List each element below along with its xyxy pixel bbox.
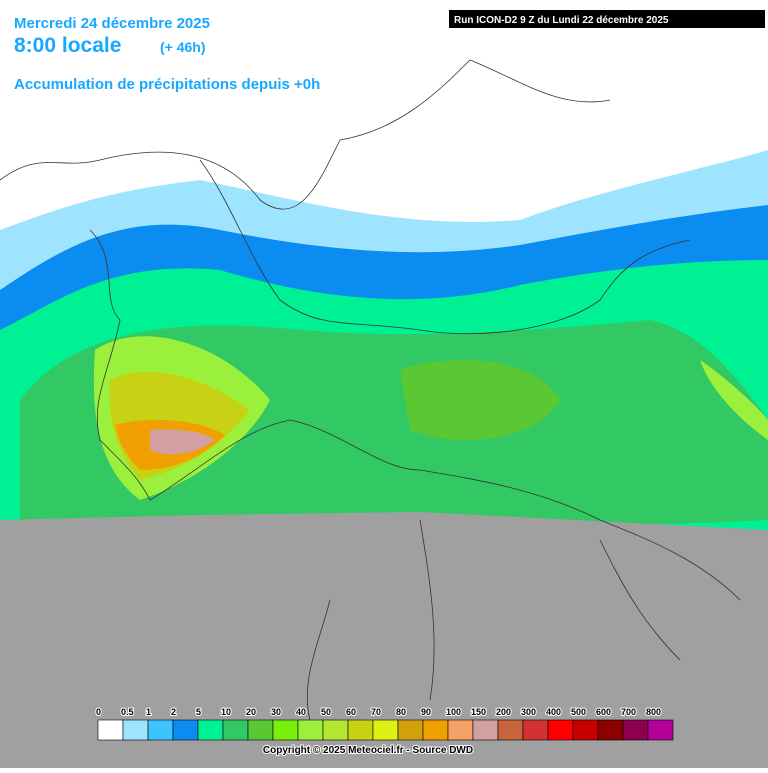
area-green-dark xyxy=(400,360,560,440)
legend-swatch xyxy=(497,719,524,741)
legend-label: 400 xyxy=(546,707,561,717)
offset: (+ 46h) xyxy=(160,39,206,55)
legend-label: 0.5 xyxy=(121,707,134,717)
legend-swatch xyxy=(322,719,349,741)
legend-swatch xyxy=(197,719,224,741)
legend-label: 5 xyxy=(196,707,201,717)
borders xyxy=(0,59,741,721)
legend-swatch xyxy=(547,719,574,741)
legend-label: 50 xyxy=(321,707,331,717)
legend-label: 600 xyxy=(596,707,611,717)
legend-swatch xyxy=(247,719,274,741)
legend-label: 10 xyxy=(221,707,231,717)
area-pink xyxy=(150,429,215,455)
legend-label: 200 xyxy=(496,707,511,717)
legend-label: 150 xyxy=(471,707,486,717)
copyright: Copyright © 2025 Meteociel.fr - Source D… xyxy=(263,745,473,756)
legend-label: 70 xyxy=(371,707,381,717)
legend: 0 0.5 1 2 5 10 20 30 40 50 60 70 80 90 100 150 200 300 400… xyxy=(95,706,674,741)
legend-swatch xyxy=(597,719,624,741)
legend-label: 30 xyxy=(271,707,281,717)
legend-swatch xyxy=(522,719,549,741)
border xyxy=(199,159,691,335)
legend-label: 1 xyxy=(146,707,151,717)
time: 8:00 locale xyxy=(14,34,121,57)
legend-swatch xyxy=(372,719,399,741)
border xyxy=(306,519,681,721)
area-coast xyxy=(700,360,768,440)
run-label: Run ICON-D2 9 Z du Lundi 22 décembre 202… xyxy=(454,15,669,26)
legend-label: 60 xyxy=(346,707,356,717)
legend-label: 20 xyxy=(246,707,256,717)
legend-label: 80 xyxy=(396,707,406,717)
legend-label: 2 xyxy=(171,707,176,717)
border xyxy=(0,59,611,210)
legend-label: 0 xyxy=(96,707,101,717)
legend-swatch xyxy=(122,719,149,741)
area-no-data xyxy=(0,512,768,768)
legend-swatch xyxy=(272,719,299,741)
legend-label: 700 xyxy=(621,707,636,717)
legend-swatch xyxy=(297,719,324,741)
legend-swatch xyxy=(397,719,424,741)
legend-swatch xyxy=(447,719,474,741)
coast xyxy=(149,419,741,601)
legend-label: 100 xyxy=(446,707,461,717)
run-box xyxy=(449,10,765,28)
legend-swatch xyxy=(172,719,199,741)
legend-swatch xyxy=(647,719,674,741)
legend-label: 800 xyxy=(646,707,661,717)
legend-label: 500 xyxy=(571,707,586,717)
legend-label: 90 xyxy=(421,707,431,717)
legend-swatch xyxy=(222,719,249,741)
border xyxy=(89,229,151,501)
date: Mercredi 24 décembre 2025 xyxy=(14,15,210,32)
legend-swatch xyxy=(472,719,499,741)
legend-swatch xyxy=(572,719,599,741)
legend-swatch xyxy=(97,719,124,741)
legend-swatch xyxy=(422,719,449,741)
legend-label: 300 xyxy=(521,707,536,717)
legend-swatch xyxy=(347,719,374,741)
legend-label: 40 xyxy=(296,707,306,717)
legend-swatch xyxy=(622,719,649,741)
legend-swatch xyxy=(147,719,174,741)
subtitle: Accumulation de précipitations depuis +0… xyxy=(14,76,320,93)
precip-field xyxy=(0,150,768,768)
